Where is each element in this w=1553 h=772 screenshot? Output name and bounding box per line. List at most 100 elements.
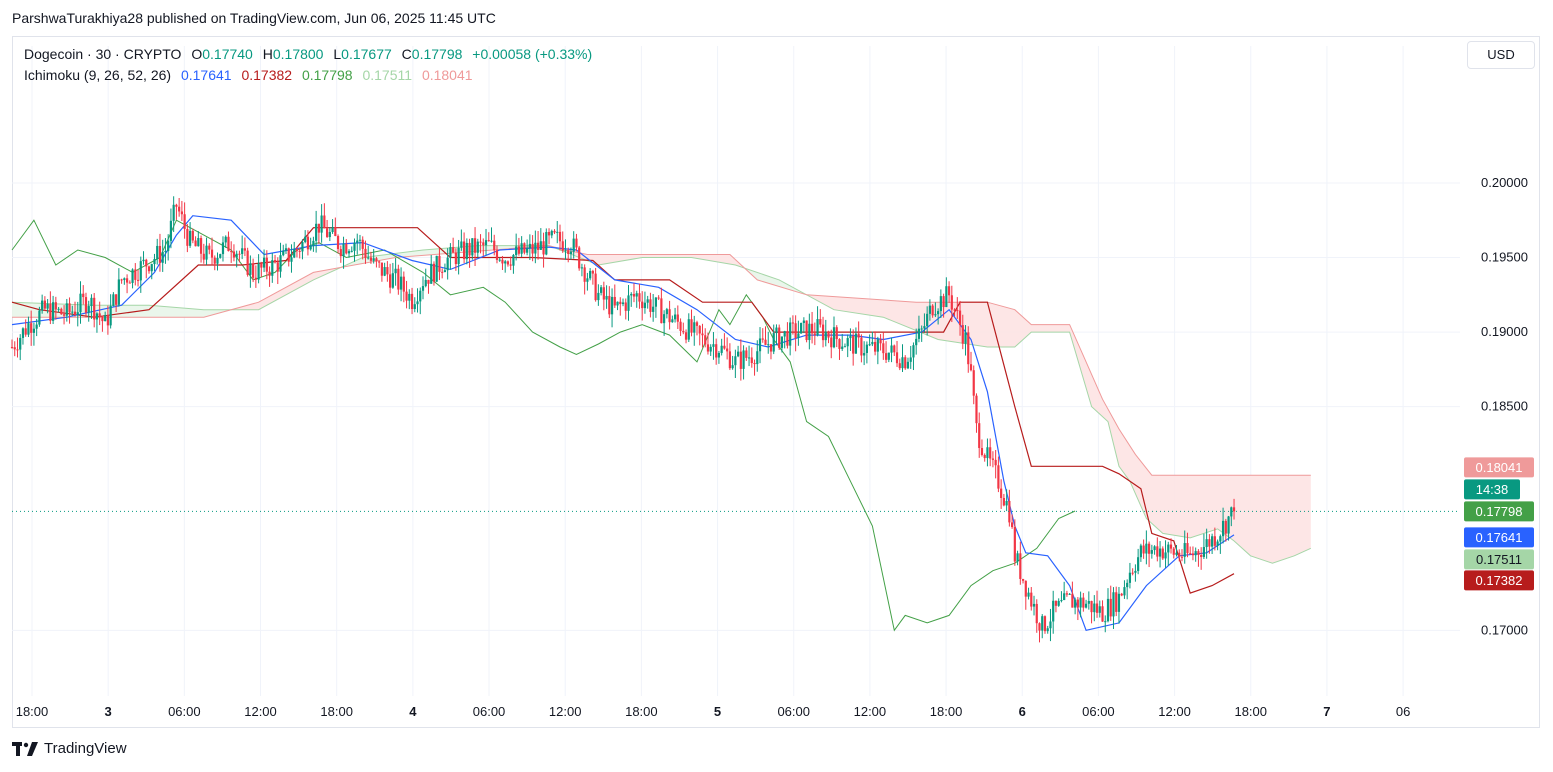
candle-body — [819, 319, 822, 325]
candle-body — [660, 298, 663, 324]
candle-body — [772, 333, 775, 352]
candle-body — [260, 263, 263, 268]
candle-body — [539, 241, 542, 250]
candle-body — [961, 325, 964, 344]
candle-body — [890, 345, 893, 353]
price-tag-bg — [1464, 501, 1534, 522]
candle-body — [1038, 623, 1041, 631]
candle-body — [93, 297, 96, 320]
candle-body — [621, 302, 625, 305]
candle-body — [320, 215, 323, 233]
candle-body — [1002, 497, 1005, 506]
candle-body — [756, 351, 759, 365]
cloud-bull — [340, 245, 552, 268]
candle-body — [16, 349, 19, 351]
candle-body — [471, 238, 474, 256]
candle-body — [663, 314, 666, 324]
candle-body — [145, 259, 148, 267]
candle-body — [904, 357, 907, 369]
candle-body — [520, 243, 523, 254]
candle-body — [945, 286, 948, 308]
y-tick-label: 0.19000 — [1481, 324, 1528, 339]
candle-body — [243, 248, 246, 251]
legend-open-label: O — [191, 46, 203, 62]
legend-indicator-name[interactable]: Ichimoku (9, 26, 52, 26) — [24, 67, 172, 83]
candle-body — [827, 331, 830, 338]
candle-body — [424, 279, 427, 287]
candle-body — [572, 238, 575, 252]
candle-body — [169, 220, 173, 241]
candle-body — [665, 309, 668, 315]
candle-body — [219, 254, 222, 258]
candle-body — [673, 314, 677, 320]
candle-body — [701, 333, 704, 336]
legend-open-value: 0.17740 — [202, 46, 253, 62]
candle-body — [1074, 599, 1077, 608]
candle-body — [1142, 545, 1145, 554]
legend-change: +0.00058 (+0.33%) — [472, 46, 593, 62]
candle-body — [224, 236, 227, 243]
candle-body — [506, 261, 510, 265]
candle-body — [671, 319, 674, 323]
candle-body — [632, 293, 636, 297]
candle-body — [564, 250, 567, 252]
candle-body — [35, 324, 38, 329]
candle-body — [30, 323, 33, 333]
x-tick-label: 06:00 — [777, 704, 810, 719]
candle-body — [531, 243, 534, 254]
candle-body — [230, 251, 233, 253]
candle-body — [397, 268, 400, 290]
candle-body — [561, 241, 564, 251]
candle-body — [556, 231, 559, 233]
candle-body — [865, 344, 868, 354]
candle-body — [950, 295, 953, 310]
candle-body — [38, 310, 41, 325]
price-tag-bg — [1464, 457, 1534, 478]
candle-body — [830, 337, 833, 348]
candle-body — [526, 248, 529, 253]
candle-body — [1213, 536, 1216, 546]
candle-body — [49, 303, 52, 321]
base-line — [11, 227, 1235, 594]
candle-body — [821, 324, 825, 341]
candle-body — [210, 249, 214, 258]
candle-body — [457, 247, 460, 265]
candle-body — [87, 306, 90, 313]
candle-body — [893, 345, 896, 353]
candle-body — [342, 243, 345, 257]
candle-body — [1052, 600, 1055, 622]
candle-body — [446, 257, 449, 271]
candle-body — [997, 465, 1000, 489]
candle-body — [583, 267, 586, 282]
candle-body — [909, 357, 912, 362]
cloud-bear — [551, 246, 747, 270]
candle-body — [408, 293, 411, 301]
candle-body — [309, 246, 312, 250]
candle-body — [542, 241, 545, 255]
legend-symbol[interactable]: Dogecoin · 30 · CRYPTO — [24, 46, 182, 62]
candle-body — [60, 308, 63, 315]
tradingview-brand[interactable]: TradingView — [12, 740, 127, 757]
candle-body — [1216, 541, 1219, 546]
legend-high-label: H — [262, 46, 273, 62]
currency-button[interactable]: USD — [1467, 41, 1535, 69]
candle-body — [901, 357, 904, 369]
candle-body — [728, 351, 731, 369]
candle-body — [1079, 597, 1082, 608]
grid — [12, 46, 1460, 696]
candle-body — [915, 338, 918, 346]
candle-body — [1090, 600, 1093, 613]
candle-body — [65, 303, 68, 316]
candle-body — [600, 287, 603, 293]
candle-body — [353, 242, 356, 251]
candle-body — [758, 338, 762, 352]
candle-body — [73, 311, 77, 315]
candle-body — [1208, 539, 1211, 547]
candle-body — [298, 250, 301, 252]
legend-close-label: C — [401, 46, 412, 62]
candle-body — [24, 328, 27, 335]
candle-body — [306, 236, 310, 250]
chart-frame — [12, 36, 1540, 728]
x-tick-label: 6 — [1019, 704, 1026, 719]
